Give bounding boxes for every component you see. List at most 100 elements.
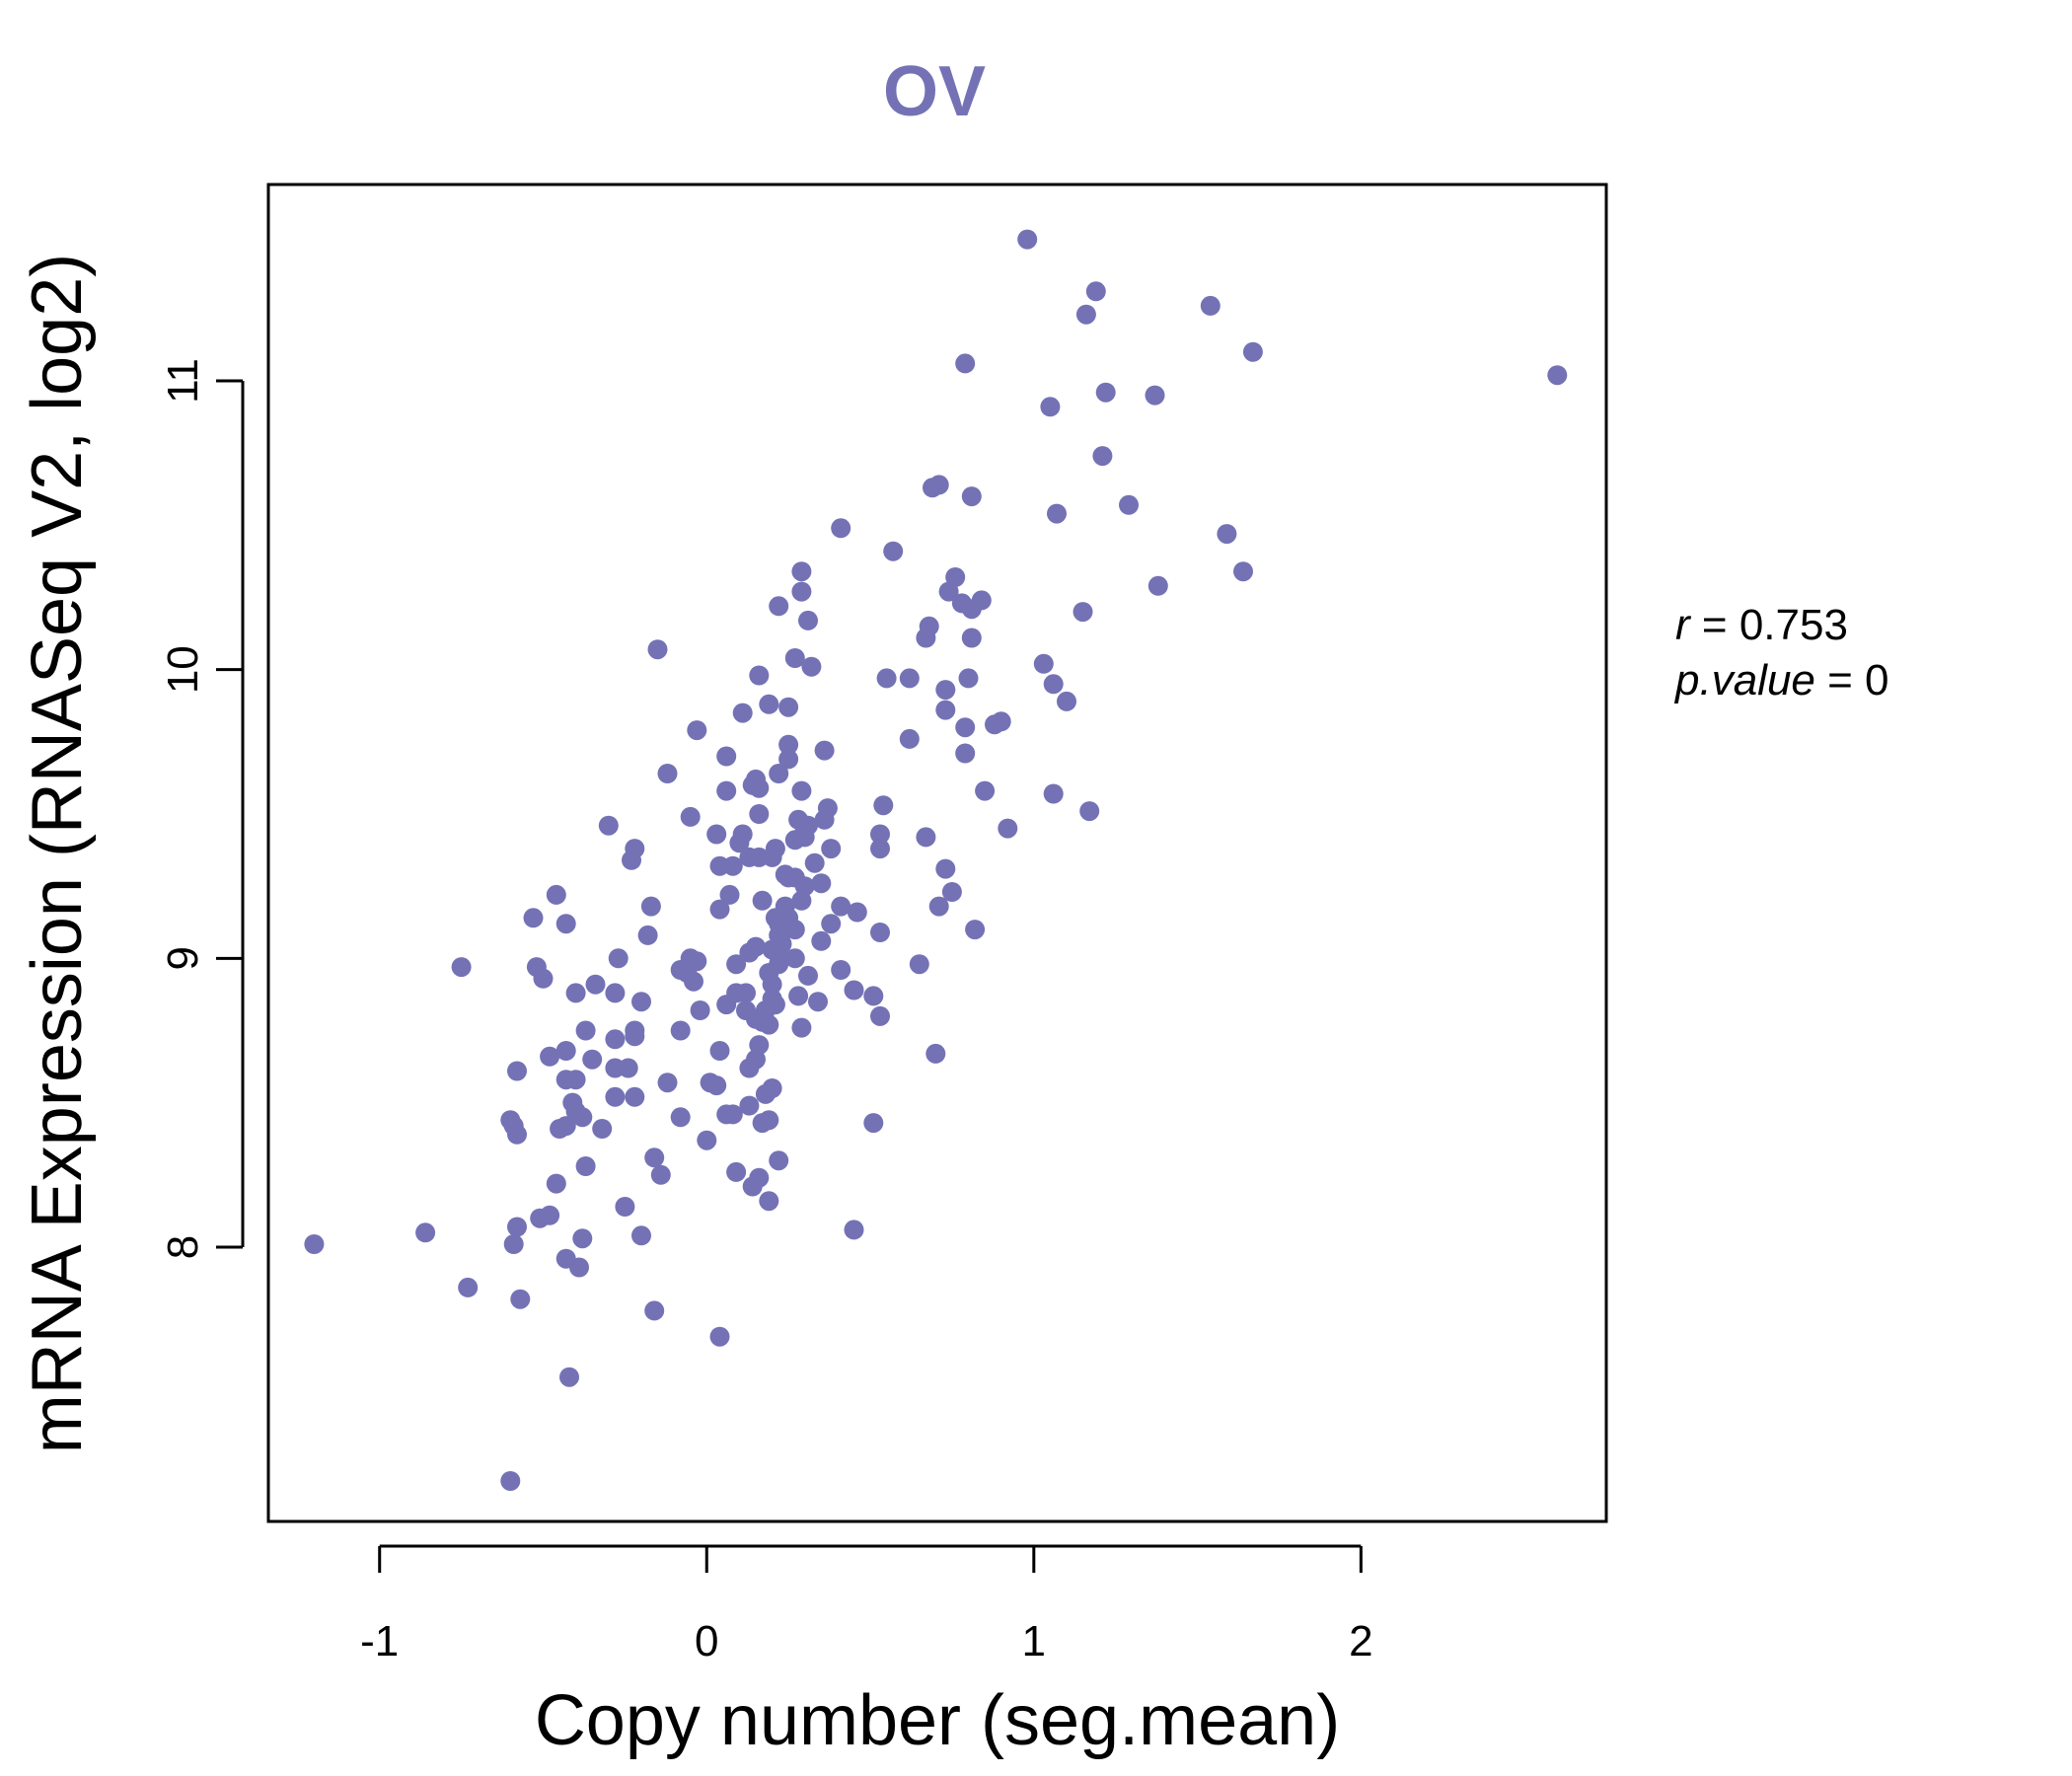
data-point (955, 717, 976, 738)
data-point (631, 992, 651, 1012)
data-point (709, 1041, 730, 1061)
data-point (739, 1095, 760, 1116)
data-point (870, 923, 890, 942)
data-point (1092, 446, 1113, 467)
data-point (749, 777, 770, 798)
p-statistic: p.value = 0 (1673, 656, 1889, 704)
data-point (811, 930, 832, 951)
data-point (644, 1300, 665, 1321)
data-point (706, 824, 727, 845)
data-point (585, 974, 606, 995)
data-point (935, 858, 956, 879)
data-point (1242, 341, 1263, 362)
data-point (709, 899, 730, 920)
data-point (965, 920, 986, 940)
data-point (788, 986, 809, 1006)
data-point (998, 818, 1018, 839)
points-layer (304, 229, 1568, 1491)
data-point (863, 986, 884, 1006)
data-point (598, 815, 619, 836)
data-point (935, 700, 956, 720)
data-point (899, 668, 920, 689)
data-point (1073, 602, 1093, 623)
data-point (618, 1058, 638, 1078)
data-point (736, 983, 756, 1003)
data-point (726, 1161, 747, 1182)
data-point (582, 1049, 603, 1070)
data-point (791, 1017, 812, 1038)
data-point (814, 740, 835, 761)
data-point (909, 954, 929, 975)
data-point (507, 1124, 527, 1145)
data-point (690, 1000, 710, 1020)
data-point (831, 896, 851, 917)
data-point (625, 1026, 645, 1047)
data-point (732, 703, 753, 723)
stats-annotation: r = 0.753 p.value = 0 (1673, 601, 1889, 704)
data-point (844, 980, 864, 1000)
data-point (559, 1367, 579, 1387)
data-point (1043, 783, 1064, 804)
data-point (572, 1228, 593, 1249)
r-symbol: r (1675, 601, 1692, 649)
data-point (814, 809, 835, 830)
data-point (1233, 561, 1253, 582)
data-point (540, 1046, 560, 1067)
y-tick-label: 9 (159, 946, 207, 970)
data-point (1085, 281, 1106, 302)
data-point (762, 847, 782, 867)
x-axis: -1 0 1 2 (360, 1544, 1373, 1665)
data-point (670, 1020, 691, 1041)
data-point (533, 968, 554, 989)
data-point (510, 1289, 531, 1309)
data-point (811, 873, 832, 894)
data-point (804, 852, 825, 873)
data-point (784, 830, 805, 851)
data-point (821, 914, 842, 934)
data-point (637, 925, 658, 945)
data-point (680, 806, 701, 827)
data-point (1079, 801, 1100, 822)
data-point (916, 827, 936, 848)
data-point (640, 896, 661, 917)
data-point (565, 983, 586, 1003)
data-point (844, 1220, 864, 1240)
p-symbol: p.value (1673, 656, 1815, 704)
data-point (550, 1119, 570, 1139)
data-point (759, 1014, 779, 1035)
data-point (961, 486, 982, 507)
x-tick-label: -1 (360, 1617, 399, 1665)
data-point (759, 694, 779, 714)
data-point (608, 948, 629, 969)
data-point (961, 599, 982, 620)
data-point (1075, 304, 1096, 325)
data-point (916, 628, 936, 648)
data-point (883, 541, 904, 561)
data-point (873, 795, 894, 816)
data-point (784, 648, 805, 668)
data-point (605, 1029, 626, 1050)
data-point (778, 697, 799, 717)
data-point (778, 749, 799, 770)
data-point (1057, 691, 1076, 711)
data-point (523, 908, 544, 928)
data-point (778, 734, 799, 755)
data-point (647, 639, 668, 660)
data-point (657, 764, 678, 783)
data-point (769, 764, 789, 783)
data-point (870, 1005, 890, 1026)
data-point (716, 746, 737, 767)
data-point (1047, 503, 1067, 524)
data-point (784, 948, 805, 969)
data-point (451, 957, 472, 978)
data-point (716, 780, 737, 801)
data-point (415, 1222, 436, 1243)
data-point (955, 353, 976, 374)
data-point (791, 890, 812, 911)
data-point (670, 1107, 691, 1128)
data-point (749, 804, 770, 824)
data-point (1095, 382, 1116, 403)
data-point (546, 884, 566, 905)
data-point (650, 1164, 671, 1185)
data-point (555, 1041, 576, 1061)
